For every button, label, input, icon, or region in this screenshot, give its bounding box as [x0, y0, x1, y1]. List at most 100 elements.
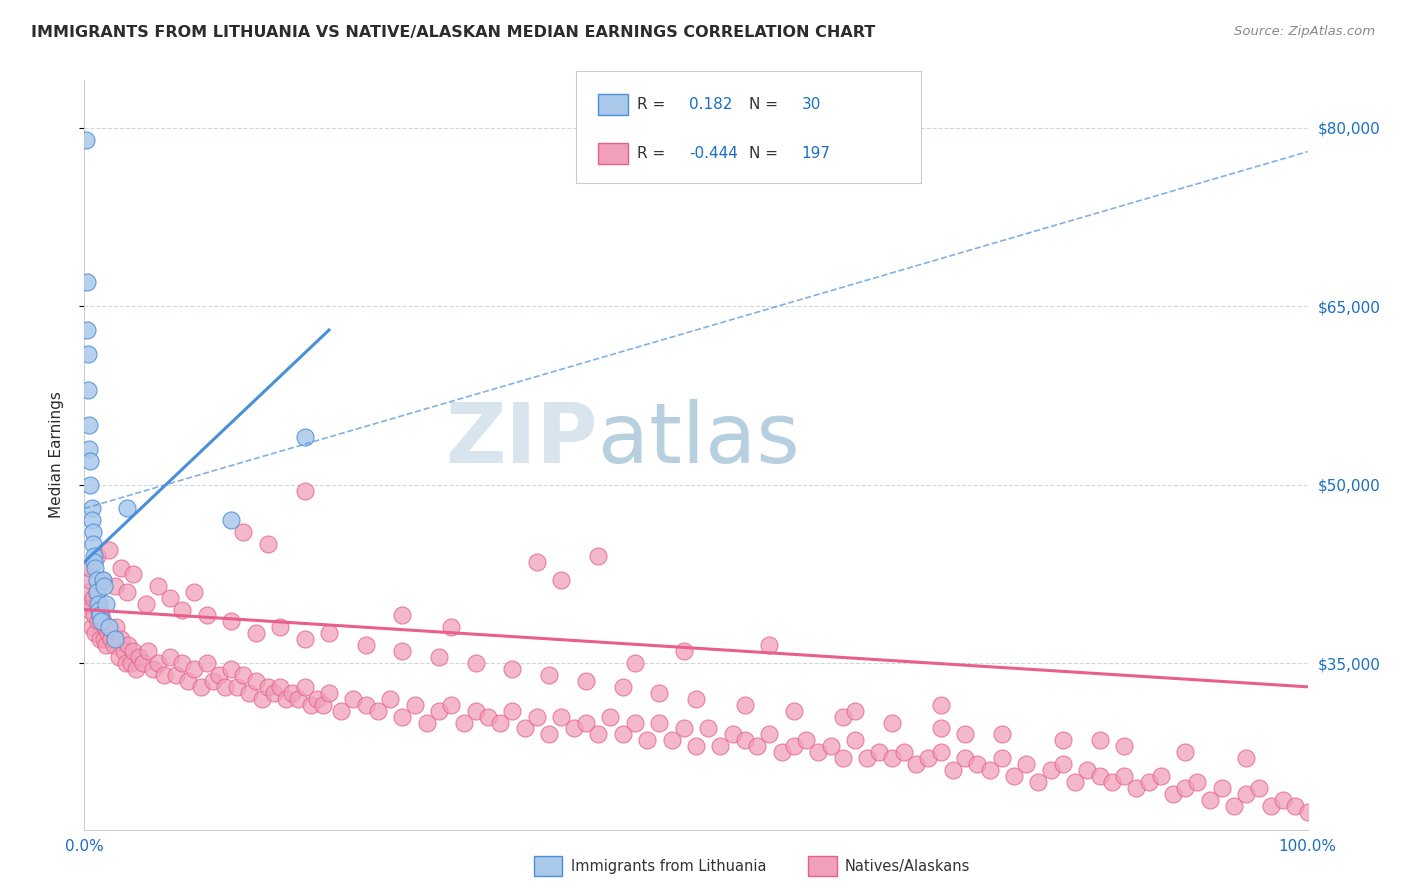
Point — [125, 662, 148, 676]
Point — [575, 673, 598, 688]
Point — [685, 691, 707, 706]
Text: N =: N = — [749, 97, 779, 112]
Point — [190, 680, 212, 694]
Point — [624, 656, 647, 670]
Text: R =: R = — [637, 146, 665, 161]
Point — [1187, 775, 1209, 789]
Point — [77, 383, 100, 397]
Text: 197: 197 — [801, 146, 831, 161]
Point — [76, 597, 98, 611]
Point — [128, 650, 150, 665]
Point — [538, 727, 561, 741]
Point — [807, 745, 830, 759]
Point — [219, 615, 242, 629]
Point — [612, 680, 634, 694]
Point — [318, 626, 340, 640]
Point — [232, 668, 254, 682]
Point — [75, 133, 97, 147]
Point — [93, 579, 115, 593]
Point — [91, 573, 114, 587]
Point — [427, 704, 450, 718]
Point — [513, 722, 536, 736]
Text: R =: R = — [637, 97, 665, 112]
Point — [991, 727, 1014, 741]
Point — [893, 745, 915, 759]
Point — [979, 763, 1001, 777]
Point — [1236, 787, 1258, 801]
Point — [172, 602, 194, 616]
Point — [489, 715, 512, 730]
Point — [97, 543, 120, 558]
Text: Natives/Alaskans: Natives/Alaskans — [845, 859, 970, 873]
Point — [1174, 780, 1197, 795]
Point — [82, 537, 104, 551]
Text: atlas: atlas — [598, 400, 800, 481]
Point — [453, 715, 475, 730]
Point — [1260, 798, 1282, 813]
Point — [1272, 793, 1295, 807]
Point — [183, 662, 205, 676]
Text: Immigrants from Lithuania: Immigrants from Lithuania — [571, 859, 766, 873]
Point — [464, 704, 486, 718]
Point — [90, 615, 112, 629]
Point — [84, 561, 107, 575]
Point — [953, 727, 976, 741]
Point — [661, 733, 683, 747]
Point — [110, 632, 132, 647]
Point — [929, 722, 952, 736]
Point — [146, 656, 169, 670]
Point — [122, 644, 145, 658]
Point — [91, 573, 114, 587]
Point — [172, 656, 194, 670]
Point — [159, 591, 181, 605]
Point — [880, 751, 903, 765]
Point — [87, 602, 110, 616]
Point — [831, 751, 853, 765]
Point — [153, 668, 176, 682]
Point — [82, 525, 104, 540]
Text: 30: 30 — [801, 97, 821, 112]
Point — [1002, 769, 1025, 783]
Point — [219, 662, 242, 676]
Point — [86, 584, 108, 599]
Point — [183, 584, 205, 599]
Point — [294, 680, 316, 694]
Point — [758, 638, 780, 652]
Point — [281, 686, 304, 700]
Point — [208, 668, 231, 682]
Point — [80, 513, 103, 527]
Point — [79, 454, 101, 468]
Point — [1076, 763, 1098, 777]
Point — [354, 638, 377, 652]
Point — [117, 638, 139, 652]
Point — [115, 501, 138, 516]
Point — [734, 733, 756, 747]
Point — [844, 704, 866, 718]
Point — [783, 704, 806, 718]
Point — [747, 739, 769, 754]
Point — [83, 608, 105, 623]
Point — [1125, 780, 1147, 795]
Point — [87, 597, 110, 611]
Point — [612, 727, 634, 741]
Point — [391, 644, 413, 658]
Point — [104, 579, 127, 593]
Point — [1101, 775, 1123, 789]
Point — [96, 638, 118, 652]
Point — [844, 733, 866, 747]
Point — [90, 608, 112, 623]
Point — [86, 573, 108, 587]
Point — [477, 709, 499, 723]
Point — [226, 680, 249, 694]
Point — [77, 602, 100, 616]
Point — [219, 513, 242, 527]
Point — [404, 698, 426, 712]
Point — [294, 483, 316, 498]
Point — [1284, 798, 1306, 813]
Point — [103, 638, 125, 652]
Point — [214, 680, 236, 694]
Point — [294, 430, 316, 444]
Point — [89, 632, 111, 647]
Point — [91, 615, 114, 629]
Point — [1211, 780, 1233, 795]
